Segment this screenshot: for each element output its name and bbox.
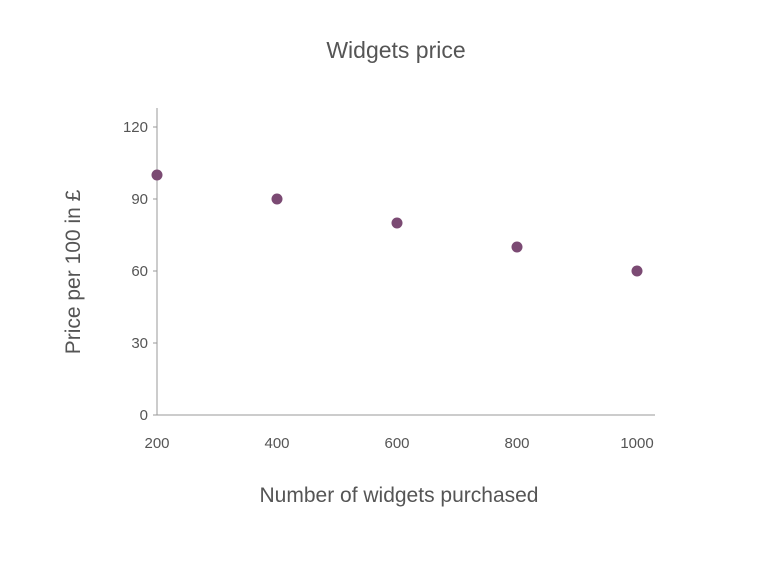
x-axis-ticks: 200 400 600 800 1000 xyxy=(144,435,653,452)
data-points xyxy=(151,169,643,277)
data-point xyxy=(631,265,643,277)
y-axis-ticks: 0 30 60 90 120 xyxy=(123,119,157,424)
y-tick-label: 120 xyxy=(123,119,148,136)
x-tick-label: 1000 xyxy=(620,435,653,452)
data-point xyxy=(151,169,163,181)
y-tick-label: 0 xyxy=(140,407,148,424)
y-tick-label: 60 xyxy=(131,263,148,280)
x-tick-label: 400 xyxy=(264,435,289,452)
y-axis-title: Price per 100 in £ xyxy=(62,189,85,354)
plot-area: 0 30 60 90 120 200 400 600 800 1000 xyxy=(123,108,655,452)
data-point xyxy=(271,193,283,205)
y-tick-label: 90 xyxy=(131,191,148,208)
x-tick-label: 800 xyxy=(504,435,529,452)
data-point xyxy=(391,217,403,229)
y-tick-label: 30 xyxy=(131,335,148,352)
data-point xyxy=(511,241,523,253)
x-axis-title: Number of widgets purchased xyxy=(260,484,539,507)
x-tick-label: 600 xyxy=(384,435,409,452)
chart-title: Widgets price xyxy=(326,37,465,63)
x-tick-label: 200 xyxy=(144,435,169,452)
